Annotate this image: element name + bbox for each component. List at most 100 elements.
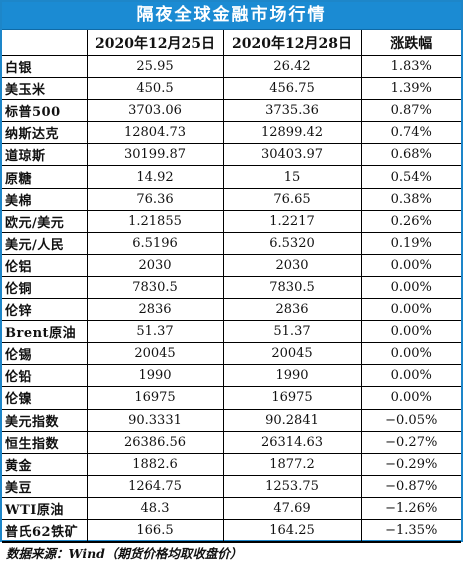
table-row: 欧元/美元 1.21855 1.2217 0.26% — [2, 209, 461, 233]
row-name-cell: 伦铅 — [2, 364, 88, 388]
row-change-value: −0.27% — [360, 430, 461, 454]
table-row: 伦铜 7830.5 7830.5 0.00% — [2, 275, 461, 300]
row-name-cell: 美元/人民 — [2, 231, 88, 255]
row-date2-value: 20045 — [222, 342, 362, 366]
row-date1-value: 48.3 — [86, 496, 224, 520]
row-date2-value: 47.69 — [222, 496, 362, 520]
row-date2-value: 2030 — [222, 253, 362, 277]
row-name-cell: 伦铝 — [2, 253, 88, 277]
table-row: 伦铅 1990 1990 0.00% — [2, 364, 461, 388]
row-change-value: 0.68% — [360, 143, 461, 167]
row-date1-value: 25.95 — [86, 54, 224, 79]
row-name-cell: 普氏62铁矿 — [2, 518, 88, 543]
row-date2-value: 26.42 — [222, 54, 362, 79]
table-row: 原糖 14.92 15 0.54% — [2, 165, 461, 189]
row-change-value: −0.29% — [360, 452, 461, 476]
row-date2-value: 90.2841 — [222, 408, 362, 432]
row-change-value: 0.19% — [360, 231, 461, 255]
row-change-value: −0.05% — [360, 408, 461, 432]
table-row: 纳斯达克 12804.73 12899.42 0.74% — [2, 121, 461, 145]
row-date2-value: 164.25 — [222, 518, 362, 543]
row-date1-value: 1990 — [86, 364, 224, 388]
table-row: 标普500 3703.06 3735.36 0.87% — [2, 99, 461, 123]
row-date2-value: 16975 — [222, 386, 362, 410]
row-date1-value: 12804.73 — [86, 121, 224, 145]
row-change-value: 0.00% — [360, 320, 461, 344]
row-date1-value: 450.5 — [86, 77, 224, 101]
row-date1-value: 1264.75 — [86, 474, 224, 498]
row-date1-value: 16975 — [86, 386, 224, 410]
row-name-cell: 伦锡 — [2, 342, 88, 366]
table-header-row: 2020年12月25日 2020年12月28日 涨跌幅 — [2, 30, 461, 56]
row-name-cell: 恒生指数 — [2, 430, 88, 454]
table-row: 美元指数 90.3331 90.2841 −0.05% — [2, 408, 461, 432]
row-date2-value: 7830.5 — [222, 275, 362, 300]
row-date2-value: 26314.63 — [222, 430, 362, 454]
row-name-cell: 美元指数 — [2, 408, 88, 432]
header-name — [2, 30, 88, 56]
row-change-value: 0.00% — [360, 253, 461, 277]
row-date2-value: 1253.75 — [222, 474, 362, 498]
table-row: Brent原油 51.37 51.37 0.00% — [2, 320, 461, 344]
table-row: 美豆 1264.75 1253.75 −0.87% — [2, 474, 461, 498]
row-change-value: 0.00% — [360, 298, 461, 322]
header-date2: 2020年12月28日 — [222, 30, 362, 56]
row-change-value: 0.00% — [360, 275, 461, 300]
row-name-cell: 伦铜 — [2, 275, 88, 300]
market-table: 2020年12月25日 2020年12月28日 涨跌幅 白银 25.95 26.42… — [2, 30, 461, 543]
row-change-value: 0.00% — [360, 342, 461, 366]
table-row: 恒生指数 26386.56 26314.63 −0.27% — [2, 430, 461, 454]
row-date1-value: 1882.6 — [86, 452, 224, 476]
row-change-value: 0.26% — [360, 209, 461, 233]
row-name-cell: 白银 — [2, 54, 88, 79]
row-name-cell: 原糖 — [2, 165, 88, 189]
row-change-value: −0.87% — [360, 474, 461, 498]
row-name-cell: 标普500 — [2, 99, 88, 123]
row-name-cell: 纳斯达克 — [2, 121, 88, 145]
table-row: 黄金 1882.6 1877.2 −0.29% — [2, 452, 461, 476]
row-name-cell: 美玉米 — [2, 77, 88, 101]
row-change-value: 0.74% — [360, 121, 461, 145]
row-change-value: −1.26% — [360, 496, 461, 520]
row-date1-value: 90.3331 — [86, 408, 224, 432]
row-date1-value: 166.5 — [86, 518, 224, 543]
table-row: 美棉 76.36 76.65 0.38% — [2, 187, 461, 211]
row-change-value: −1.35% — [360, 518, 461, 543]
row-change-value: 0.00% — [360, 386, 461, 410]
row-date2-value: 51.37 — [222, 320, 362, 344]
row-change-value: 0.00% — [360, 364, 461, 388]
table-row: 美元/人民 6.5196 6.5320 0.19% — [2, 231, 461, 255]
row-name-cell: 道琼斯 — [2, 143, 88, 167]
row-date2-value: 30403.97 — [222, 143, 362, 167]
row-name-cell: Brent原油 — [2, 320, 88, 344]
row-date1-value: 14.92 — [86, 165, 224, 189]
row-date1-value: 20045 — [86, 342, 224, 366]
row-name-cell: 伦镍 — [2, 386, 88, 410]
row-change-value: 1.83% — [360, 54, 461, 79]
table-row: 道琼斯 30199.87 30403.97 0.68% — [2, 143, 461, 167]
table-row: 伦铝 2030 2030 0.00% — [2, 253, 461, 277]
row-date2-value: 2836 — [222, 298, 362, 322]
row-change-value: 0.54% — [360, 165, 461, 189]
row-date1-value: 7830.5 — [86, 275, 224, 300]
row-date1-value: 51.37 — [86, 320, 224, 344]
row-date2-value: 76.65 — [222, 187, 362, 211]
row-name-cell: 伦锌 — [2, 298, 88, 322]
row-date2-value: 12899.42 — [222, 121, 362, 145]
row-date2-value: 1877.2 — [222, 452, 362, 476]
row-date1-value: 6.5196 — [86, 231, 224, 255]
header-date1: 2020年12月25日 — [86, 30, 224, 56]
row-name-cell: 美豆 — [2, 474, 88, 498]
row-date2-value: 456.75 — [222, 77, 362, 101]
page-title: 隔夜全球金融市场行情 — [2, 2, 461, 30]
row-date1-value: 30199.87 — [86, 143, 224, 167]
table-row: 伦镍 16975 16975 0.00% — [2, 386, 461, 410]
row-date2-value: 1.2217 — [222, 209, 362, 233]
row-date1-value: 26386.56 — [86, 430, 224, 454]
table-row: 白银 25.95 26.42 1.83% — [2, 54, 461, 79]
table-row: 美玉米 450.5 456.75 1.39% — [2, 77, 461, 101]
table-row: WTI原油 48.3 47.69 −1.26% — [2, 496, 461, 520]
row-change-value: 1.39% — [360, 77, 461, 101]
row-name-cell: 黄金 — [2, 452, 88, 476]
